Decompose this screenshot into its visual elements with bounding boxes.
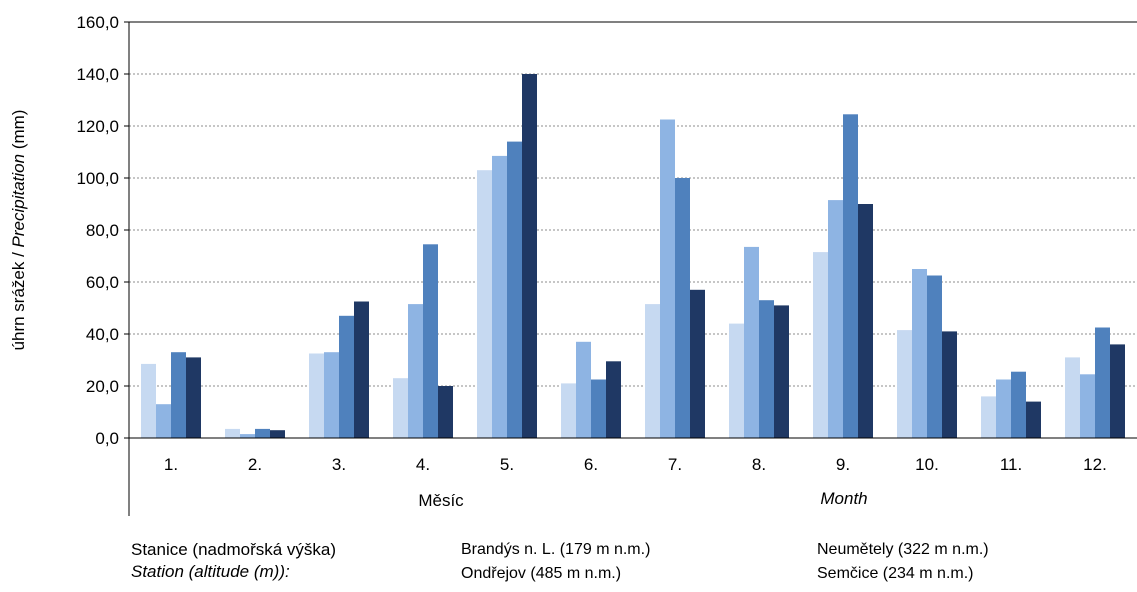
legend-item: Neumětely (322 m n.m.): [817, 541, 989, 559]
bar: [828, 200, 843, 438]
bar: [996, 379, 1011, 438]
bar: [690, 289, 705, 438]
bar: [156, 404, 171, 438]
x-tick-label: 10.: [915, 455, 939, 474]
x-tick-label: 9.: [836, 455, 850, 474]
bar: [561, 383, 576, 438]
labels: 0,0 20,0 40,0 60,0 80,0 100,0 120,0 140,0 160,0 1…: [9, 13, 1107, 510]
bar: [606, 361, 621, 438]
bars: [141, 74, 1125, 439]
gridlines: [129, 21, 1137, 387]
bar: [522, 74, 537, 438]
x-axis-title-cz: Měsíc: [418, 491, 464, 510]
y-axis-title-en: Precipitation: [9, 154, 28, 248]
bar: [393, 378, 408, 438]
x-tick-label: 3.: [332, 455, 346, 474]
bar: [255, 428, 270, 438]
bar: [660, 119, 675, 438]
bar: [408, 304, 423, 438]
bar: [675, 178, 690, 438]
bar: [729, 323, 744, 438]
y-tick-label: 140,0: [76, 65, 119, 84]
legend-title: Stanice (nadmořská výška) Station (altit…: [131, 539, 336, 583]
bar: [240, 434, 255, 438]
bar: [1080, 374, 1095, 438]
bar: [858, 204, 873, 438]
bar: [324, 352, 339, 438]
bar: [423, 244, 438, 438]
bar: [843, 114, 858, 439]
bar: [576, 341, 591, 438]
bar: [927, 275, 942, 438]
bar: [897, 330, 912, 438]
bar: [225, 428, 240, 438]
y-tick-label: 0,0: [95, 429, 119, 448]
y-tick-label: 100,0: [76, 169, 119, 188]
legend-label: Semčice (234 m n.m.): [817, 565, 974, 582]
bar: [1065, 357, 1080, 438]
legend-label: Ondřejov (485 m n.m.): [461, 565, 622, 582]
y-tick-label: 120,0: [76, 117, 119, 136]
x-tick-label: 1.: [164, 455, 178, 474]
bar: [492, 155, 507, 438]
bar: [171, 352, 186, 438]
x-tick-label: 8.: [752, 455, 766, 474]
x-tick-label: 2.: [248, 455, 262, 474]
legend-title-en: Station (altitude (m)):: [131, 562, 290, 581]
x-tick-label: 6.: [584, 455, 598, 474]
bar: [186, 357, 201, 438]
legend-label: Brandýs n. L. (179 m n.m.): [461, 541, 651, 558]
bar: [141, 363, 156, 438]
x-axis-title-en: Month: [820, 489, 867, 508]
bar: [354, 301, 369, 438]
bar: [339, 315, 354, 438]
bar: [645, 304, 660, 438]
bar: [270, 430, 285, 438]
legend-item: Ondřejov (485 m n.m.): [461, 565, 621, 583]
axes: [124, 21, 1137, 516]
bar: [507, 141, 522, 438]
bar: [942, 331, 957, 438]
bar: [912, 269, 927, 438]
bar: [981, 396, 996, 438]
legend-label: Neumětely (322 m n.m.): [817, 541, 989, 558]
y-tick-label: 20,0: [86, 377, 119, 396]
x-tick-label: 11.: [1000, 455, 1022, 474]
bar: [744, 246, 759, 438]
bar: [1011, 371, 1026, 438]
y-tick-label: 40,0: [86, 325, 119, 344]
x-tick-label: 7.: [668, 455, 682, 474]
x-tick-label: 5.: [500, 455, 514, 474]
y-axis-title-unit: (mm): [9, 110, 28, 154]
bar: [813, 252, 828, 438]
legend-item: Semčice (234 m n.m.): [817, 565, 973, 583]
bar: [477, 170, 492, 438]
x-tick-label: 4.: [416, 455, 430, 474]
legend-title-cz: Stanice (nadmořská výška): [131, 540, 337, 559]
y-tick-label: 160,0: [76, 13, 119, 32]
bar: [309, 353, 324, 438]
x-tick-label: 12.: [1083, 455, 1107, 474]
bar: [438, 386, 453, 438]
bar: [1095, 327, 1110, 438]
legend-item: Brandýs n. L. (179 m n.m.): [461, 541, 650, 559]
y-axis-title-cz: úhrn srážek /: [9, 247, 28, 350]
bar: [1026, 401, 1041, 438]
y-tick-label: 80,0: [86, 221, 119, 240]
y-axis-title: úhrn srážek / Precipitation (mm): [9, 110, 28, 351]
y-tick-label: 60,0: [86, 273, 119, 292]
bar: [774, 305, 789, 438]
bar: [1110, 344, 1125, 438]
bar: [759, 300, 774, 438]
bar: [591, 379, 606, 438]
